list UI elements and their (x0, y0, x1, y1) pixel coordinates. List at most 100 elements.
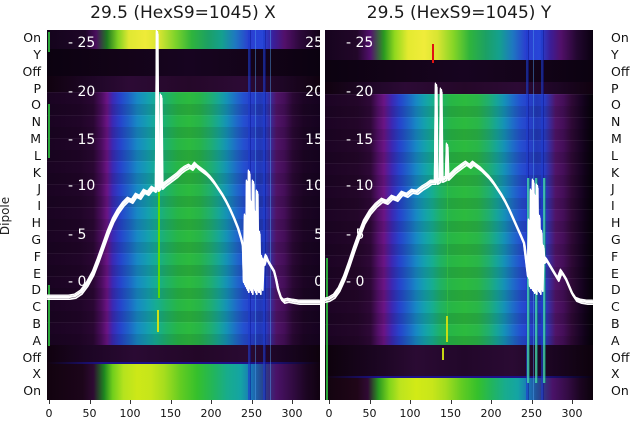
profile-scale-label-left: - 0 (68, 274, 87, 290)
row-label: Y (611, 46, 619, 62)
accent-line (446, 316, 448, 342)
profile-scale-label-left: - 10 (68, 178, 96, 194)
x-tick-label: 250 (241, 407, 262, 420)
x-tick (292, 400, 293, 404)
row-label: X (611, 366, 620, 382)
row-label: A (611, 332, 620, 348)
row-label: Off (611, 63, 630, 79)
row-label: Off (22, 349, 41, 365)
row-label: K (611, 164, 620, 180)
x-tick (89, 400, 91, 404)
x-tick-label: 150 (160, 407, 181, 420)
row-label: H (31, 215, 41, 231)
heatmap-band-navy-line (47, 362, 320, 364)
panel-title-y: 29.5 (HexS9=1045) Y (366, 3, 552, 23)
row-labels-right: On Y Off P O N M L K J I H G F E D C B A Off X On (611, 30, 640, 400)
profile-scale-label-left: - 25 (346, 35, 374, 51)
profile-curve (47, 30, 320, 306)
profile-scale-label-right: 5 (314, 227, 320, 243)
row-label: E (611, 265, 619, 281)
x-tick-label: 50 (362, 407, 377, 420)
row-label: On (611, 383, 629, 399)
row-label: Off (611, 349, 630, 365)
heatmap-panel-y: - 25- 20- 15- 10- 5- 0 (325, 30, 593, 400)
row-label: I (611, 198, 615, 214)
row-label: O (31, 97, 41, 113)
row-label: On (23, 30, 41, 46)
row-label: A (32, 332, 41, 348)
heatmap-band-y-row (47, 49, 320, 76)
row-label: L (611, 147, 618, 163)
row-label: D (611, 282, 621, 298)
x-tick (572, 400, 573, 404)
profile-scale-label-left: - 25 (68, 35, 96, 51)
row-label: D (31, 282, 41, 298)
row-label: L (34, 147, 41, 163)
profile-scale-label-left: - 15 (346, 132, 374, 148)
x-tick (369, 400, 371, 404)
x-tick-label: 200 (480, 407, 502, 420)
row-label: On (611, 30, 629, 46)
accent-line (326, 258, 328, 400)
profile-scale-label-right: 25 (305, 35, 320, 51)
profile-scale-label-left: - 20 (68, 84, 96, 100)
accent-line (432, 44, 434, 63)
row-label: H (611, 215, 621, 231)
row-label: B (611, 315, 620, 331)
row-label: K (32, 164, 41, 180)
row-label: J (37, 181, 41, 197)
heatmap-band-off-bottom (325, 345, 593, 376)
row-label: G (611, 231, 621, 247)
profile-scale-label-right: 20 (305, 84, 320, 100)
x-tick-label: 0 (325, 407, 333, 420)
x-tick-label: 50 (82, 407, 97, 420)
x-tick-label: 0 (45, 407, 53, 420)
x-tick-label: 250 (521, 407, 542, 420)
accent-line (48, 104, 50, 158)
heatmap-panel-x: - 25 - 20 - 15 - 10 - 5 - 0 25 20 15 10 5 0 (47, 30, 320, 400)
accent-line (442, 348, 444, 360)
x-tick-label: 300 (561, 407, 583, 420)
row-label: B (32, 315, 41, 331)
profile-scale-label-left: - 20 (346, 84, 374, 100)
x-tick (450, 400, 452, 404)
heatmap-band-navy-line (325, 376, 593, 378)
row-label: M (611, 131, 622, 147)
x-tick-label: 200 (200, 407, 222, 420)
heatmap-band-body (325, 94, 593, 345)
x-tick (211, 400, 212, 404)
accent-line (157, 310, 159, 332)
row-labels-left: On Y Off P O N M L K J I H G F E D C B A Off X On (0, 30, 41, 400)
heatmap-band-x-bottom (47, 364, 320, 400)
row-label: C (611, 299, 620, 315)
row-label: P (611, 80, 619, 96)
row-label: N (611, 114, 621, 130)
row-label: M (30, 131, 41, 147)
row-label: F (33, 248, 41, 264)
row-label: J (611, 181, 615, 197)
row-label: Off (22, 63, 41, 79)
panel-title-x: 29.5 (HexS9=1045) X (90, 3, 276, 23)
accent-line (158, 190, 160, 298)
row-label: I (37, 198, 41, 214)
profile-scale-label-right: 0 (314, 274, 320, 290)
row-label: F (611, 248, 619, 264)
heatmap-band-on-top (325, 30, 593, 60)
x-tick (329, 400, 330, 404)
profile-scale-label-left: - 0 (346, 274, 365, 290)
row-label: Y (33, 46, 41, 62)
x-tick (531, 400, 533, 404)
row-label: C (32, 299, 41, 315)
row-label: X (32, 366, 41, 382)
accent-line (447, 180, 448, 316)
profile-scale-label-left: - 15 (68, 132, 96, 148)
profile-curve (325, 82, 593, 306)
row-label: E (33, 265, 41, 281)
x-tick (491, 400, 492, 404)
x-tick-label: 300 (281, 407, 303, 420)
profile-scale-label-left: - 10 (346, 178, 374, 194)
profile-scale-label-right: 10 (305, 178, 320, 194)
row-label: G (31, 231, 41, 247)
x-tick (130, 400, 131, 404)
heatmap-band-body (47, 92, 320, 345)
